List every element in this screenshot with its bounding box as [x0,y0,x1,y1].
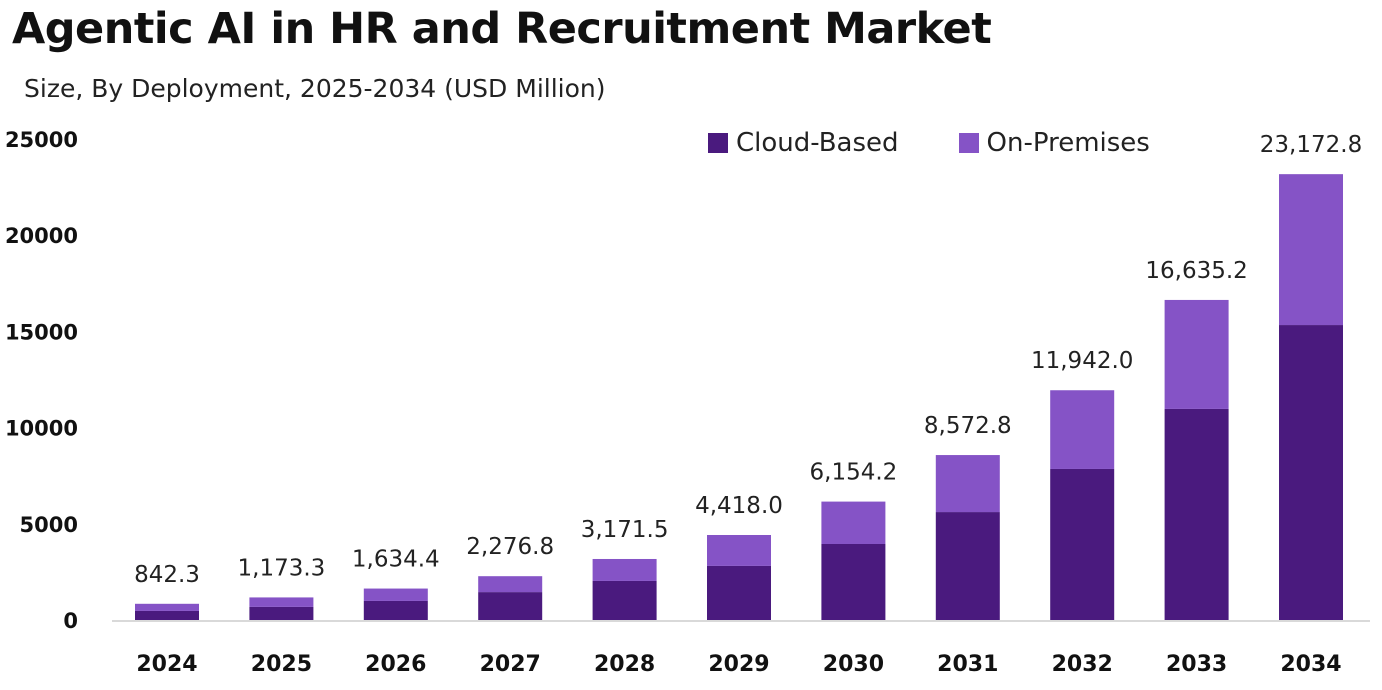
legend-item-cloud-based: Cloud-Based [708,128,899,158]
bar-on-premises-2025 [249,597,314,607]
chart-subtitle: Size, By Deployment, 2025-2034 (USD Mill… [24,74,606,103]
x-tick-label: 2026 [365,652,426,677]
legend-item-on-premises: On-Premises [958,128,1150,158]
data-label-2032: 11,942.0 [1031,348,1133,374]
bar-cloud-based-2034 [1279,325,1343,620]
bar-cloud-based-2028 [592,580,657,620]
bar-on-premises-2026 [363,588,428,601]
bar-on-premises-2032 [1050,390,1115,469]
y-tick-label: 5000 [20,513,78,537]
x-tick-label: 2031 [937,652,998,677]
data-label-2031: 8,572.8 [924,413,1012,439]
legend-label-cloud-based: Cloud-Based [736,128,899,158]
legend-swatch-cloud-based [708,133,728,153]
legend-label-on-premises: On-Premises [986,128,1150,158]
x-tick-label: 2025 [251,652,312,677]
chart-title: Agentic AI in HR and Recruitment Market [12,4,992,54]
bar-cloud-based-2027 [478,592,543,620]
bar-on-premises-2024 [135,603,199,611]
y-tick-label: 15000 [5,320,78,344]
bar-cloud-based-2026 [363,600,428,620]
x-tick-label: 2029 [708,652,769,677]
bar-cloud-based-2024 [135,610,199,620]
y-tick-label: 0 [63,609,78,633]
x-tick-label: 2032 [1052,652,1113,677]
y-tick-label: 10000 [5,417,78,441]
data-label-2025: 1,173.3 [238,555,326,581]
bar-on-premises-2030 [821,501,886,545]
x-tick-label: 2028 [594,652,655,677]
bar-cloud-based-2033 [1164,408,1229,620]
legend: Cloud-Based On-Premises [708,128,1150,158]
data-label-2028: 3,171.5 [581,517,669,543]
x-tick-label: 2024 [136,652,197,677]
bar-cloud-based-2030 [821,544,886,620]
bar-cloud-based-2031 [935,512,1000,620]
bar-on-premises-2031 [935,455,1000,513]
bar-on-premises-2027 [478,576,543,593]
y-tick-label: 20000 [5,224,78,248]
bar-on-premises-2029 [707,534,771,566]
bar-on-premises-2028 [592,558,657,581]
data-label-2034: 23,172.8 [1260,132,1362,158]
x-tick-label: 2033 [1166,652,1227,677]
data-label-2029: 4,418.0 [695,493,783,519]
data-label-2033: 16,635.2 [1145,258,1247,284]
x-tick-label: 2034 [1280,652,1341,677]
bar-on-premises-2033 [1164,299,1229,409]
bar-cloud-based-2025 [249,606,314,620]
y-tick-label: 25000 [5,128,78,152]
data-label-2027: 2,276.8 [466,534,554,560]
x-tick-label: 2030 [823,652,884,677]
x-tick-label: 2027 [480,652,541,677]
data-label-2024: 842.3 [134,562,200,588]
bar-cloud-based-2032 [1050,468,1115,620]
bar-on-premises-2034 [1279,174,1343,326]
data-label-2030: 6,154.2 [810,460,898,486]
legend-swatch-on-premises [958,133,979,153]
data-label-2026: 1,634.4 [352,547,440,573]
bar-cloud-based-2029 [707,565,771,620]
